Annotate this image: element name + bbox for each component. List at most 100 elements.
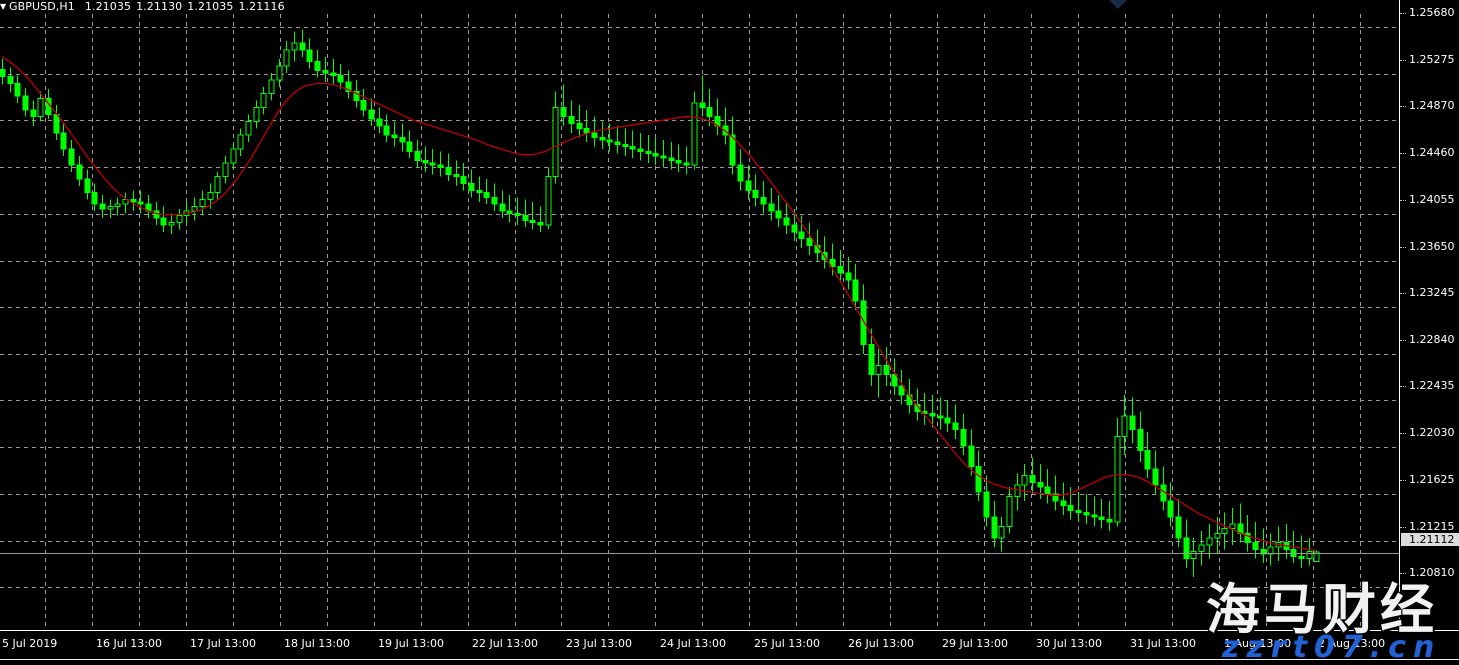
candle-body: [22, 95, 29, 111]
price-axis-label: 1.24460: [1409, 146, 1455, 160]
candle-body: [460, 176, 467, 184]
candle-body: [729, 134, 736, 166]
candle-body: [1021, 475, 1028, 486]
candle-body: [191, 205, 198, 212]
candle-body: [7, 75, 14, 84]
candle-body: [960, 429, 967, 447]
candle-body: [1244, 532, 1251, 543]
candle-body: [929, 413, 936, 417]
candle-body: [476, 189, 483, 194]
candle-body: [552, 107, 559, 178]
candle-body: [691, 102, 698, 166]
candle-body: [322, 70, 329, 74]
price-axis-tick: [1400, 527, 1406, 528]
candle-body: [137, 201, 144, 205]
candle-body: [1067, 505, 1074, 511]
ohlc-readout: 1.21035 1.21130 1.21035 1.21116: [85, 0, 290, 13]
chart-header: ▼ GBPUSD,H1 1.21035 1.21130 1.21035 1.21116: [0, 0, 1459, 14]
chevron-down-icon[interactable]: ▼: [0, 2, 7, 11]
price-axis-label: 1.22840: [1409, 332, 1455, 346]
candle-body: [1206, 537, 1213, 546]
chart-plot-area[interactable]: [0, 14, 1399, 630]
candle-body: [768, 203, 775, 212]
candle-body: [353, 90, 360, 102]
time-axis-label: 18 Jul 13:00: [284, 637, 350, 650]
candle-body: [952, 422, 959, 431]
time-axis-label: 24 Jul 13:00: [660, 637, 726, 650]
candle-body: [1037, 482, 1044, 488]
time-axis-label: 26 Jul 13:00: [848, 637, 914, 650]
candle-body: [591, 132, 598, 138]
candle-body: [1052, 493, 1059, 502]
candle-body: [891, 373, 898, 387]
candle-body: [599, 136, 606, 141]
candle-body: [837, 265, 844, 274]
price-axis-label: 1.24870: [1409, 99, 1455, 113]
candle-body: [1121, 415, 1128, 438]
time-axis-label: 1 Aug 13:00: [1224, 637, 1292, 650]
candle-body: [1152, 468, 1159, 486]
candle-body: [529, 219, 536, 224]
price-axis-label: 1.24055: [1409, 192, 1455, 206]
candle-body: [1006, 495, 1013, 527]
candle-body: [422, 159, 429, 164]
price-axis-tick: [1400, 106, 1406, 107]
candle-body: [906, 394, 913, 405]
candle-body: [491, 196, 498, 205]
candle-body: [99, 203, 106, 210]
candlestick-layer: [0, 29, 1399, 577]
moving-average-line: [1, 56, 1317, 552]
url-watermark: zzrt07.cn: [1222, 630, 1442, 665]
candle-body: [1144, 449, 1151, 470]
candle-body: [737, 164, 744, 182]
candle-body: [1083, 512, 1090, 516]
price-axis-tick: [1400, 200, 1406, 201]
candle-body: [84, 178, 91, 194]
candle-body: [983, 491, 990, 518]
candle-body: [276, 65, 283, 81]
candle-body: [291, 42, 298, 51]
candle-body: [245, 120, 252, 136]
candle-body: [160, 217, 167, 226]
candle-body: [314, 61, 321, 72]
ohlc-close: 1.21116: [238, 0, 285, 13]
candle-body: [37, 97, 44, 118]
candle-body: [283, 49, 290, 67]
time-axis-label: 25 Jul 13:00: [754, 637, 820, 650]
candle-body: [568, 116, 575, 125]
candle-body: [268, 79, 275, 95]
time-axis-label: 19 Jul 13:00: [378, 637, 444, 650]
time-axis[interactable]: 5 Jul 2019 16 Jul 13:00 17 Jul 13:00 18 Jul…: [0, 630, 1459, 662]
time-axis-label: 29 Jul 13:00: [942, 637, 1008, 650]
candle-body: [1183, 537, 1190, 560]
price-axis-label: 1.25680: [1409, 6, 1455, 19]
price-axis-tick: [1400, 433, 1406, 434]
candle-body: [414, 150, 421, 161]
candle-body: [1044, 486, 1051, 495]
candle-body: [637, 148, 644, 152]
candle-body: [675, 159, 682, 164]
candle-body: [760, 196, 767, 205]
candle-body: [1029, 475, 1036, 484]
candle-body: [883, 364, 890, 375]
candle-body: [1075, 509, 1082, 514]
candle-body: [537, 222, 544, 226]
candle-body: [944, 417, 951, 424]
candle-body: [937, 415, 944, 419]
candle-body: [791, 224, 798, 233]
price-axis[interactable]: 1.25680 1.25275 1.24870 1.24460 1.24055 1.236…: [1399, 0, 1459, 630]
price-axis-tick: [1400, 247, 1406, 248]
candle-body: [383, 125, 390, 136]
candle-body: [852, 279, 859, 302]
candle-body: [660, 155, 667, 159]
symbol-period-label: GBPUSD,H1: [9, 0, 75, 13]
candle-body: [783, 217, 790, 226]
candle-body: [130, 199, 137, 203]
candle-body: [998, 525, 1005, 539]
candle-body: [629, 146, 636, 150]
candle-body: [752, 189, 759, 198]
price-axis-label: 1.22030: [1409, 425, 1455, 439]
candle-body: [968, 445, 975, 468]
candle-body: [583, 127, 590, 134]
candle-body: [337, 74, 344, 83]
